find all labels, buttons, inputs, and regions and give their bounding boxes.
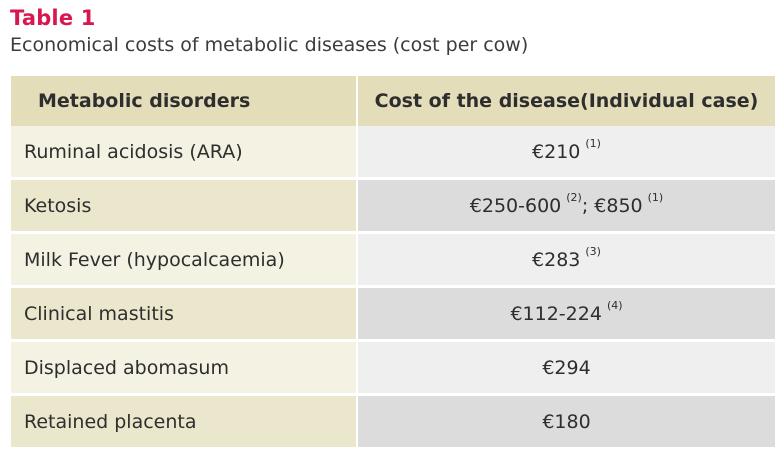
table-row: Ketosis €250-600 (2); €850 (1) — [11, 180, 775, 231]
cost-cell: €112-224 (4) — [358, 288, 775, 339]
disorder-cell: Retained placenta — [11, 396, 356, 447]
table-row: Ruminal acidosis (ARA) €210 (1) — [11, 126, 775, 177]
table-title: Economical costs of metabolic diseases (… — [10, 34, 529, 56]
column-header-cost: Cost of the disease(Individual case) — [358, 76, 775, 126]
disorder-cell: Clinical mastitis — [11, 288, 356, 339]
cost-cell: €180 — [358, 396, 775, 447]
table-row: Displaced abomasum €294 — [11, 342, 775, 393]
table-row: Clinical mastitis €112-224 (4) — [11, 288, 775, 339]
table-header-row: Metabolic disorders Cost of the disease(… — [11, 76, 775, 126]
disorder-cell: Ketosis — [11, 180, 356, 231]
disorder-cell: Displaced abomasum — [11, 342, 356, 393]
disorder-cell: Milk Fever (hypocalcaemia) — [11, 234, 356, 285]
cost-cell: €294 — [358, 342, 775, 393]
table-caption: Table 1 Economical costs of metabolic di… — [10, 5, 528, 58]
cost-cell: €210 (1) — [358, 126, 775, 177]
cost-value: €180 — [542, 410, 591, 433]
table-row: Retained placenta €180 — [11, 396, 775, 447]
cost-value: €112-224 — [510, 302, 602, 325]
column-header-disorders: Metabolic disorders — [11, 76, 356, 126]
table-row: Milk Fever (hypocalcaemia) €283 (3) — [11, 234, 775, 285]
cost-cell: €283 (3) — [358, 234, 775, 285]
cost-value: €294 — [542, 356, 591, 379]
table-body: Ruminal acidosis (ARA) €210 (1) Ketosis €250… — [11, 126, 775, 447]
table-label: Table 1 — [10, 6, 96, 30]
cost-value: €283 — [532, 248, 581, 271]
cost-cell: €250-600 (2); €850 (1) — [358, 180, 775, 231]
cost-value: €250-600 — [469, 194, 562, 217]
cost-value: €210 — [532, 140, 581, 163]
costs-table: Metabolic disorders Cost of the disease(… — [11, 76, 775, 447]
cost-value: ; €850 — [581, 194, 643, 217]
disorder-cell: Ruminal acidosis (ARA) — [11, 126, 356, 177]
